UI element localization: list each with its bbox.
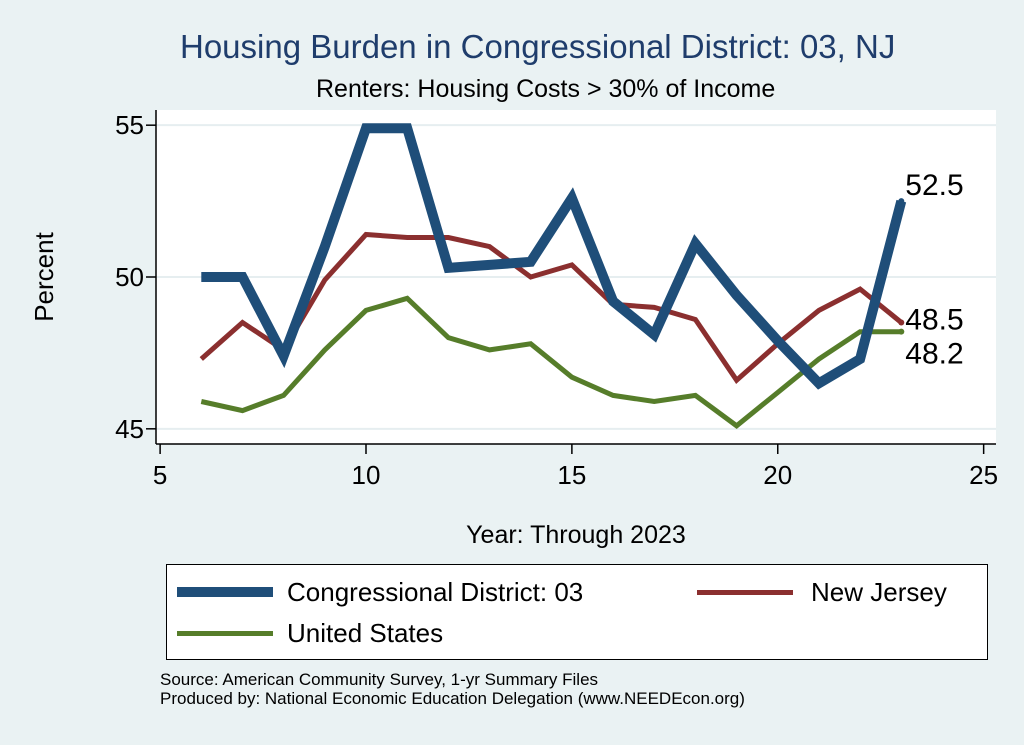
source-line-1: Source: American Community Survey, 1-yr … <box>160 670 599 689</box>
series-end-point-2 <box>898 328 905 335</box>
series-line-0 <box>201 123 907 390</box>
legend-swatch-united-states <box>177 630 273 636</box>
series-line-2 <box>200 295 902 429</box>
series-line-1 <box>199 231 903 384</box>
legend-label-united-states: United States <box>287 617 444 648</box>
legend-label-district: Congressional District: 03 <box>287 576 584 607</box>
legend-label-new-jersey: New Jersey <box>811 576 947 607</box>
legend-swatch-district <box>177 587 273 597</box>
source-note: Source: American Community Survey, 1-yr … <box>160 670 745 708</box>
chart-subtitle: Renters: Housing Costs > 30% of Income <box>316 75 776 103</box>
legend: Congressional District: 03 New Jersey Un… <box>166 564 988 660</box>
x-tick-label-25: 25 <box>969 460 998 490</box>
x-tick-label-20: 20 <box>763 460 792 490</box>
chart-title: Housing Burden in Congressional District… <box>180 28 896 65</box>
x-tick-label-15: 15 <box>557 460 586 490</box>
y-tick-label-45: 45 <box>115 414 144 444</box>
source-line-2: Produced by: National Economic Education… <box>160 689 745 708</box>
series-end-point-1 <box>898 319 905 326</box>
legend-item-district: Congressional District: 03 <box>177 577 583 607</box>
x-tick-label-5: 5 <box>153 460 167 490</box>
y-tick-label-50: 50 <box>115 262 144 292</box>
series-end-label-0: 52.5 <box>905 169 963 202</box>
x-tick-label-10: 10 <box>352 460 381 490</box>
series-end-label-2: 48.2 <box>905 338 963 371</box>
legend-item-new-jersey: New Jersey <box>697 577 947 607</box>
series-end-point-0 <box>898 198 905 205</box>
y-axis-label: Percent <box>29 231 59 321</box>
series-end-label-1: 48.5 <box>905 304 963 337</box>
legend-swatch-new-jersey <box>697 589 793 595</box>
x-axis-label: Year: Through 2023 <box>466 521 686 549</box>
y-tick-label-55: 55 <box>115 110 144 140</box>
legend-item-united-states: United States <box>177 618 443 648</box>
